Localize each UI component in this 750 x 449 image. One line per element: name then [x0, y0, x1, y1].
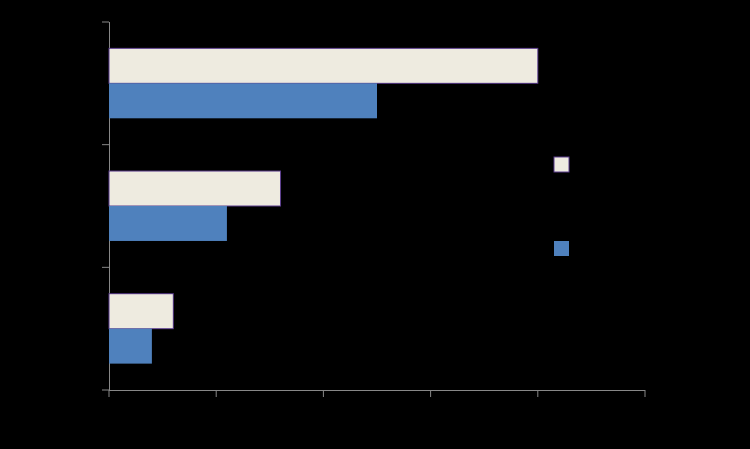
bar — [108, 293, 174, 330]
bar — [109, 328, 152, 364]
legend-swatch — [553, 156, 570, 173]
legend-swatch — [554, 241, 569, 256]
bar — [108, 170, 282, 207]
bar — [109, 83, 377, 119]
bar — [108, 47, 539, 84]
bar — [109, 206, 227, 241]
